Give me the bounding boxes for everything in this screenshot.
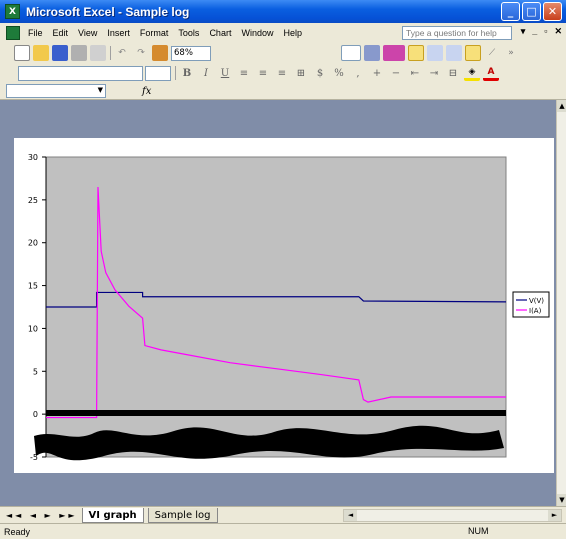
chart-legend: V(V) I(A) — [512, 291, 550, 318]
menu-file[interactable]: File — [28, 28, 43, 38]
align-center-icon[interactable]: ≡ — [258, 67, 268, 79]
legend-icon[interactable] — [408, 45, 424, 61]
window-title: Microsoft Excel - Sample log — [26, 4, 190, 19]
increase-indent-icon[interactable]: ⇥ — [429, 67, 439, 79]
y-tick-label: 20 — [28, 239, 38, 248]
bold-icon[interactable]: B — [182, 67, 192, 79]
tab-sample-log[interactable]: Sample log — [147, 507, 218, 523]
font-name-select[interactable] — [18, 65, 143, 81]
x-axis-tick-labels-overlap — [34, 410, 506, 461]
name-box[interactable] — [6, 84, 106, 98]
plot-area — [45, 156, 507, 458]
tab-vi-graph[interactable]: VI graph — [81, 507, 144, 523]
y-tick-label: 25 — [28, 196, 38, 205]
menu-view[interactable]: View — [78, 28, 98, 38]
print-icon[interactable] — [71, 45, 87, 61]
currency-icon[interactable]: $ — [316, 67, 324, 79]
menu-tools[interactable]: Tools — [178, 28, 200, 38]
underline-icon[interactable]: U — [220, 67, 230, 79]
increase-decimal-icon[interactable]: + — [372, 67, 382, 79]
doc-close-icon[interactable]: ✕ — [554, 26, 562, 36]
series-line-voltage — [46, 291, 507, 308]
chart-type-icon[interactable] — [383, 45, 405, 61]
series-lines — [46, 186, 507, 419]
align-left-icon[interactable]: ≡ — [239, 67, 249, 79]
formatting-toolbar: B I U ≡ ≡ ≡ ⊞ $ % , + − ⇤ ⇥ ⊟ ◈ A — [0, 63, 566, 83]
doc-restore-icon[interactable]: ▫ — [544, 26, 548, 36]
fill-color-icon[interactable]: ◈ — [464, 65, 480, 81]
tab-navigation-arrows[interactable]: ◄◄ ◄ ► ►► — [6, 510, 78, 520]
formula-bar: fx — [0, 83, 566, 100]
y-tick-label: 30 — [28, 153, 38, 162]
doc-minimize-icon[interactable]: _ — [532, 26, 538, 36]
sheet-tabs-bar: ◄◄ ◄ ► ►► VI graph Sample log ◄ ► — [0, 506, 566, 523]
by-row-icon[interactable] — [446, 45, 462, 61]
angle-text-icon[interactable]: ⟋ — [488, 48, 496, 58]
status-bar: Ready NUM — [0, 523, 566, 539]
by-column-icon[interactable] — [465, 45, 481, 61]
zoom-select[interactable]: 68% — [171, 45, 211, 61]
print-preview-icon[interactable] — [90, 45, 106, 61]
menu-insert[interactable]: Insert — [107, 28, 130, 38]
open-icon[interactable] — [33, 45, 49, 61]
legend-label: I(A) — [529, 307, 542, 315]
menu-window[interactable]: Window — [241, 28, 274, 38]
italic-icon[interactable]: I — [204, 67, 208, 79]
legend-box — [512, 291, 550, 318]
chart-wizard-icon[interactable] — [152, 45, 168, 61]
chart-area[interactable]: -5 0 5 10 15 20 25 30 V(V) I(A) — [14, 138, 554, 473]
font-color-icon[interactable]: A — [483, 65, 499, 81]
undo-icon[interactable]: ↶ — [118, 48, 126, 58]
save-icon[interactable] — [52, 45, 68, 61]
font-size-select[interactable] — [145, 65, 171, 81]
borders-icon[interactable]: ⊟ — [448, 67, 458, 79]
status-ready: Ready — [4, 526, 31, 537]
standard-toolbar: ↶ ↷ 68% ⟋ » — [0, 43, 566, 63]
document-icon[interactable] — [6, 26, 20, 40]
y-axis: -5 0 5 10 15 20 25 30 — [28, 153, 47, 462]
scroll-left-icon[interactable]: ◄ — [344, 510, 357, 521]
percent-icon[interactable]: % — [334, 67, 344, 79]
align-right-icon[interactable]: ≡ — [277, 67, 287, 79]
new-icon[interactable] — [14, 45, 30, 61]
menu-chart[interactable]: Chart — [209, 28, 232, 38]
menu-format[interactable]: Format — [139, 28, 169, 38]
y-tick-label: 5 — [33, 367, 38, 376]
y-tick-label: 0 — [33, 410, 38, 419]
chart-object-dropdown[interactable] — [341, 45, 361, 61]
title-bar: X Microsoft Excel - Sample log _ □ ✕ — [0, 0, 566, 23]
decrease-decimal-icon[interactable]: − — [391, 67, 401, 79]
status-num-lock: NUM — [468, 526, 489, 536]
minimize-button[interactable]: _ — [501, 2, 520, 21]
horizontal-scrollbar[interactable]: ◄ ► — [343, 509, 562, 522]
y-tick-label: 10 — [28, 324, 38, 333]
scroll-right-icon[interactable]: ► — [548, 510, 561, 521]
excel-app-icon[interactable]: X — [5, 4, 20, 19]
y-tick-label: -5 — [30, 453, 38, 462]
menu-help[interactable]: Help — [283, 28, 302, 38]
y-tick-label: 15 — [28, 282, 38, 291]
legend-label: V(V) — [529, 297, 544, 305]
help-dropdown-icon[interactable]: ▾ — [520, 26, 526, 36]
menu-bar: File Edit View Insert Format Tools Chart… — [0, 23, 566, 43]
line-chart[interactable]: -5 0 5 10 15 20 25 30 V(V) I(A) — [14, 138, 554, 473]
maximize-button[interactable]: □ — [522, 2, 541, 21]
toolbar-more-icon[interactable]: » — [508, 48, 514, 58]
help-search-input[interactable]: Type a question for help — [402, 26, 512, 40]
merge-center-icon[interactable]: ⊞ — [296, 67, 306, 79]
close-button[interactable]: ✕ — [543, 2, 562, 21]
vertical-scrollbar[interactable]: ▲ ▼ — [556, 100, 566, 506]
scroll-up-icon[interactable]: ▲ — [557, 100, 566, 112]
data-table-icon[interactable] — [427, 45, 443, 61]
format-chart-icon[interactable] — [364, 45, 380, 61]
series-line-current — [46, 186, 506, 419]
redo-icon[interactable]: ↷ — [137, 48, 145, 58]
fx-icon[interactable]: fx — [142, 85, 152, 97]
comma-icon[interactable]: , — [356, 67, 360, 79]
scroll-down-icon[interactable]: ▼ — [557, 494, 566, 506]
decrease-indent-icon[interactable]: ⇤ — [410, 67, 420, 79]
menu-edit[interactable]: Edit — [52, 28, 69, 38]
